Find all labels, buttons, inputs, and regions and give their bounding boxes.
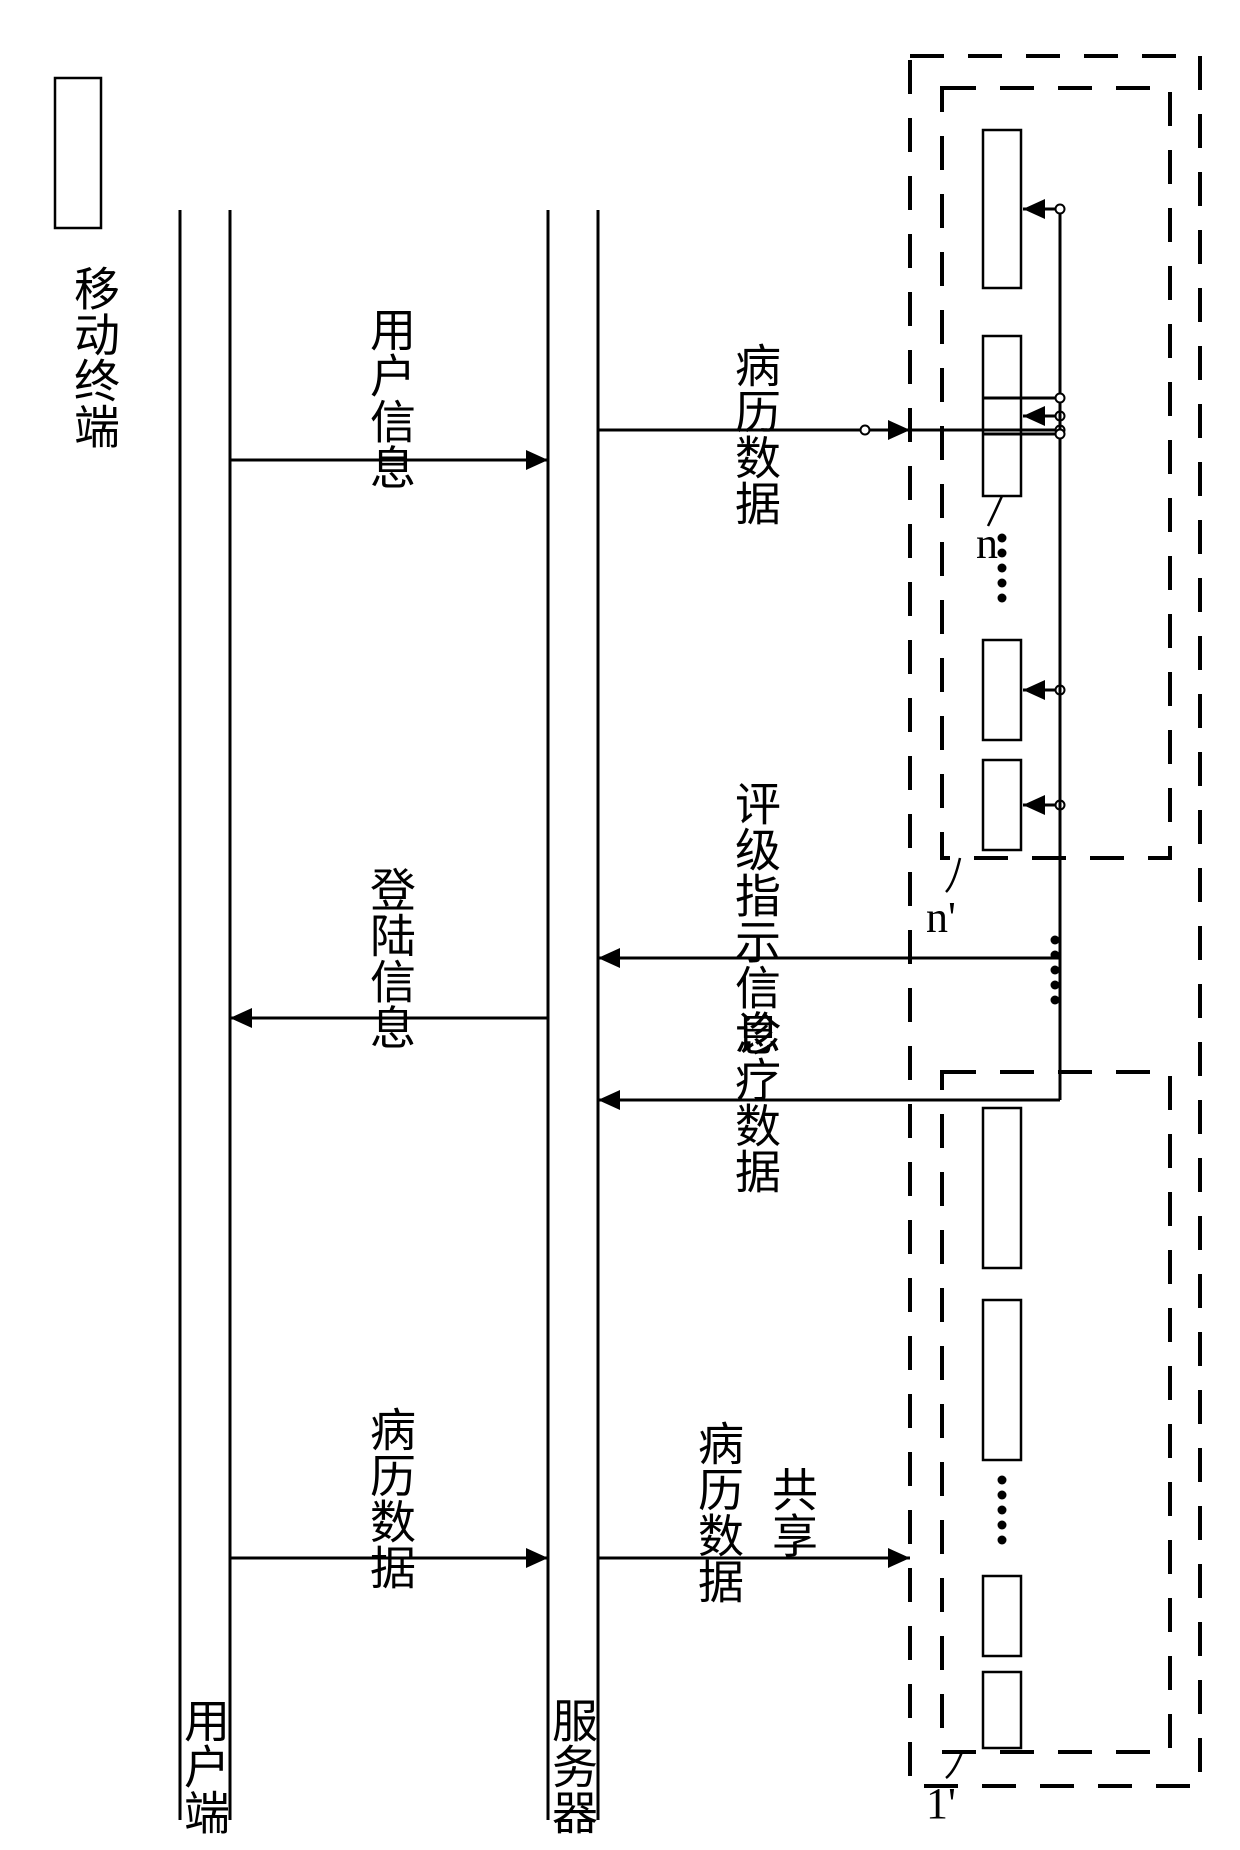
arrow-label-share-1: 病历数据: [684, 1420, 750, 1604]
label-n: n: [976, 518, 998, 569]
arrow-label-user_info: 用户信息: [356, 306, 422, 490]
label-1-prime: 1': [926, 1778, 956, 1829]
arrow-label-diag: 诊疗数据: [721, 1010, 787, 1194]
label-n-prime: n': [926, 892, 956, 943]
arrow-label-record_data: 病历数据: [356, 1406, 422, 1590]
label-user-end: 用户端: [170, 1697, 236, 1835]
label-server: 服务器: [538, 1697, 604, 1835]
arrow-label-record-data-right: 病历数据: [721, 342, 787, 526]
arrow-label-login_info: 登陆信息: [356, 866, 422, 1050]
legend-mobile-terminal: 移动终端: [60, 265, 126, 449]
arrow-label-share-2: 共享: [758, 1466, 824, 1558]
